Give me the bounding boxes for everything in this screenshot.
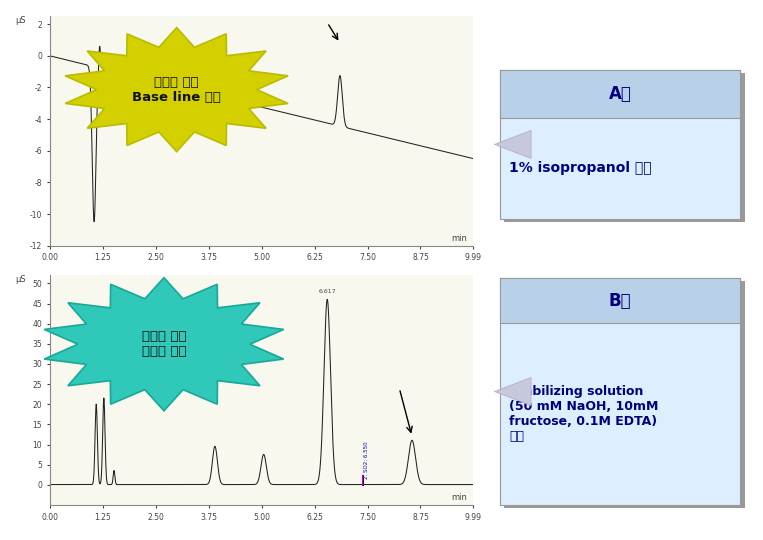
Text: Stabilizing solution
(50 mM NaOH, 10mM
fructose, 0.1M EDTA)
추출: Stabilizing solution (50 mM NaOH, 10mM f… <box>509 385 658 443</box>
Text: min: min <box>451 494 467 502</box>
Text: B법: B법 <box>609 292 631 310</box>
Text: μS: μS <box>16 16 27 25</box>
Polygon shape <box>44 278 284 411</box>
Text: 회수율 낙고
재현성 저하: 회수율 낙고 재현성 저하 <box>142 330 186 358</box>
Text: 6.617: 6.617 <box>318 288 336 294</box>
Text: 2. SO2: 6.550: 2. SO2: 6.550 <box>364 441 369 479</box>
Text: 1% isopropanol 추출: 1% isopropanol 추출 <box>509 161 652 175</box>
Text: 회수율 낙고
Base line 저하: 회수율 낙고 Base line 저하 <box>132 76 221 104</box>
Text: μS: μS <box>16 275 27 285</box>
Polygon shape <box>65 28 288 152</box>
Text: A법: A법 <box>609 85 631 103</box>
Text: min: min <box>451 234 467 243</box>
